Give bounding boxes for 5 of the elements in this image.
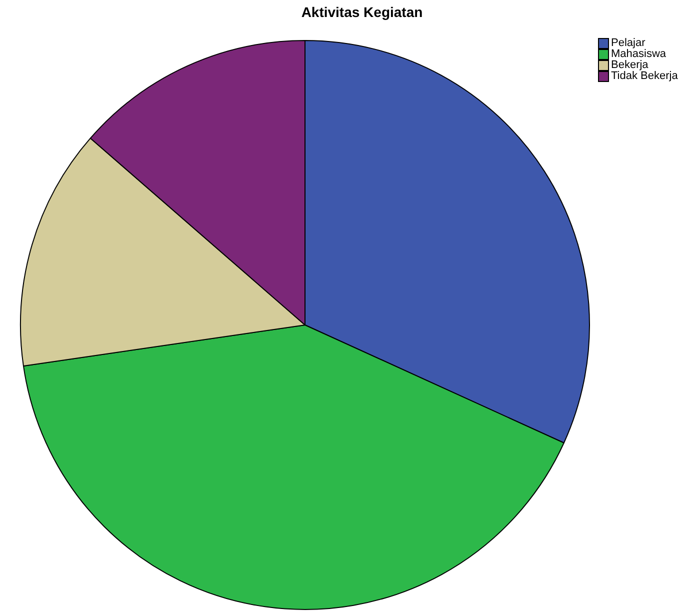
legend-label: Tidak Bekerja	[611, 70, 678, 82]
legend-label: Bekerja	[611, 59, 648, 71]
chart-title: Aktivitas Kegiatan	[300, 4, 424, 20]
legend-label: Pelajar	[611, 37, 646, 49]
legend-label: Mahasiswa	[611, 48, 666, 60]
